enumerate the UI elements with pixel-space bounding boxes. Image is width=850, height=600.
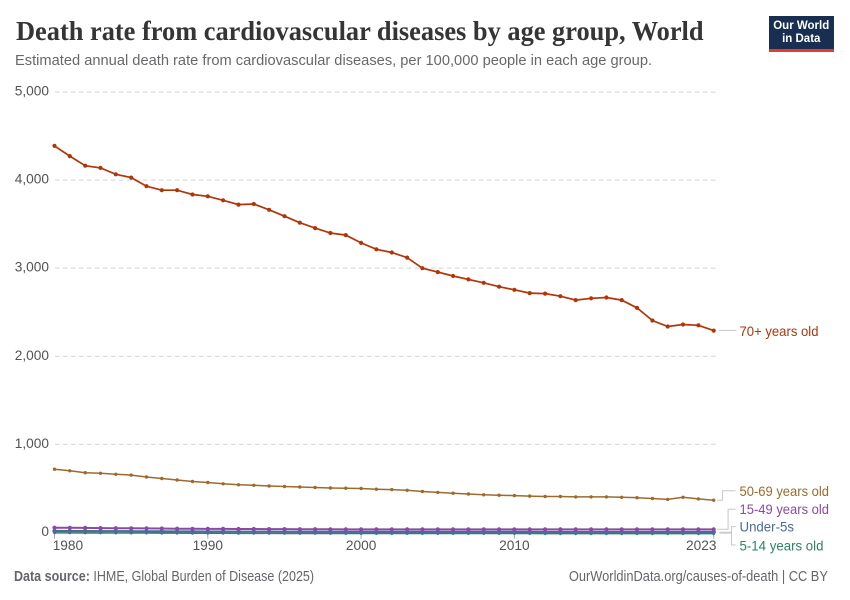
svg-text:1980: 1980 xyxy=(53,538,84,553)
svg-text:2010: 2010 xyxy=(499,538,530,553)
svg-text:70+ years old: 70+ years old xyxy=(740,324,819,339)
svg-text:5-14 years old: 5-14 years old xyxy=(740,539,824,554)
svg-text:0: 0 xyxy=(41,524,49,539)
svg-text:2000: 2000 xyxy=(346,538,377,553)
svg-text:3,000: 3,000 xyxy=(15,260,50,275)
svg-text:2,000: 2,000 xyxy=(15,348,50,363)
svg-text:Under-5s: Under-5s xyxy=(740,520,795,535)
svg-text:50-69 years old: 50-69 years old xyxy=(740,484,830,499)
svg-text:5,000: 5,000 xyxy=(15,84,50,99)
svg-text:15-49 years old: 15-49 years old xyxy=(740,502,830,517)
svg-text:2023: 2023 xyxy=(686,538,717,553)
svg-text:4,000: 4,000 xyxy=(15,172,50,187)
svg-text:1,000: 1,000 xyxy=(15,436,50,451)
svg-text:1990: 1990 xyxy=(193,538,224,553)
